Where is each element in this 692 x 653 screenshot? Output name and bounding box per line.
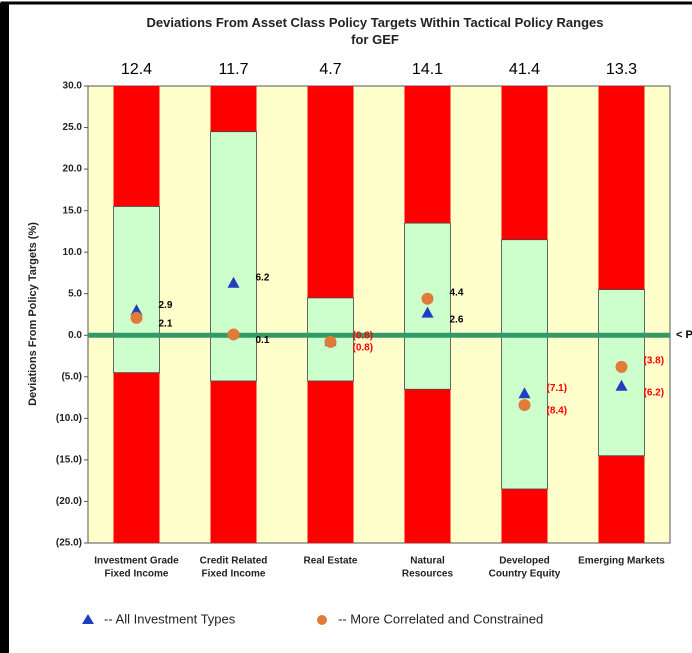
legend-label: -- More Correlated and Constrained [338,611,543,626]
x-tick-label: Country Equity [489,569,561,580]
data-label: 0.1 [256,335,270,346]
x-tick-label: Investment Grade [94,556,179,567]
data-label: 2.1 [159,318,173,329]
y-tick-label: (15.0) [56,455,82,466]
triangle-marker [421,306,434,318]
circle-marker [324,335,337,348]
y-tick-label: 25.0 [63,122,83,133]
top-value: 11.7 [219,61,249,78]
policy-range [113,206,160,374]
policy-range [210,131,257,382]
top-value: 14.1 [412,61,443,78]
y-axis-label: Deviations From Policy Targets (%) [27,222,39,406]
data-label: (6.2) [644,387,665,398]
triangle-marker [615,379,628,391]
top-value: 13.3 [606,61,637,78]
data-label: 2.6 [450,314,464,325]
y-tick-label: 20.0 [63,164,83,175]
data-label: (0.8) [353,331,374,342]
circle-marker [518,399,531,412]
x-tick-label: Credit Related [200,556,268,567]
data-label: 6.2 [256,272,270,283]
x-tick-label: Developed [499,556,550,567]
y-tick-label: 10.0 [63,247,83,258]
x-tick-label: Fixed Income [105,569,169,580]
top-value: 12.4 [121,61,152,78]
y-tick-label: 0.0 [68,330,82,341]
data-label: 2.9 [159,300,173,311]
circle-marker [421,292,434,305]
y-tick-label: (10.0) [56,413,82,424]
policy-range [501,239,548,490]
y-tick-label: 30.0 [63,81,83,92]
data-label: (8.4) [547,406,568,417]
top-value: 41.4 [509,61,540,78]
circle-marker [227,328,240,341]
triangle-marker [130,304,143,316]
circle-marker [130,311,143,324]
legend-marker [317,615,327,625]
circle-marker [615,360,628,373]
x-tick-label: Fixed Income [202,569,266,580]
triangle-marker [518,387,531,399]
y-tick-label: 5.0 [68,288,82,299]
frame-edge [0,3,9,653]
y-tick-label: (25.0) [56,538,82,549]
data-label: (3.8) [644,355,665,366]
legend-marker [82,614,94,624]
y-tick-label: (5.0) [61,371,82,382]
x-tick-label: Emerging Markets [578,556,665,567]
target-label: < Policy Target [676,329,692,341]
x-tick-label: Natural [410,556,445,567]
top-value: 4.7 [319,61,341,78]
plot-area [87,85,671,544]
x-tick-label: Real Estate [304,556,358,567]
x-tick-label: Resources [402,569,454,580]
y-tick-label: 15.0 [63,205,83,216]
data-label: (7.1) [547,383,568,394]
y-tick-label: (20.0) [56,496,82,507]
data-label: (0.8) [353,343,374,354]
data-label: 4.4 [450,287,464,298]
chart-title: Deviations From Asset Class Policy Targe… [146,15,604,47]
triangle-marker [227,276,240,288]
legend-label: -- All Investment Types [104,611,236,626]
policy-range [404,222,451,390]
